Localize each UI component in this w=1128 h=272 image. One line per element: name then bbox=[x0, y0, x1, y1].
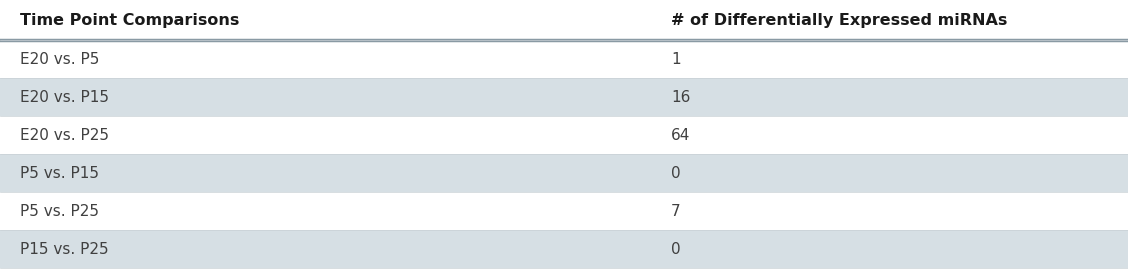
Text: P5 vs. P25: P5 vs. P25 bbox=[20, 203, 99, 218]
Text: 7: 7 bbox=[671, 203, 681, 218]
Bar bbox=[0, 0, 1128, 40]
Text: 16: 16 bbox=[671, 89, 690, 104]
Bar bbox=[0, 78, 1128, 116]
Text: 0: 0 bbox=[671, 242, 681, 256]
Bar bbox=[0, 192, 1128, 230]
Text: 0: 0 bbox=[671, 165, 681, 181]
Bar bbox=[0, 40, 1128, 78]
Text: E20 vs. P15: E20 vs. P15 bbox=[20, 89, 109, 104]
Text: P5 vs. P15: P5 vs. P15 bbox=[20, 165, 99, 181]
Text: 1: 1 bbox=[671, 51, 681, 66]
Bar bbox=[0, 116, 1128, 154]
Text: Time Point Comparisons: Time Point Comparisons bbox=[20, 13, 239, 27]
Text: P15 vs. P25: P15 vs. P25 bbox=[20, 242, 109, 256]
Text: E20 vs. P25: E20 vs. P25 bbox=[20, 128, 109, 143]
Text: E20 vs. P5: E20 vs. P5 bbox=[20, 51, 99, 66]
Bar bbox=[0, 154, 1128, 192]
Text: # of Differentially Expressed miRNAs: # of Differentially Expressed miRNAs bbox=[671, 13, 1007, 27]
Bar bbox=[0, 230, 1128, 268]
Text: 64: 64 bbox=[671, 128, 690, 143]
